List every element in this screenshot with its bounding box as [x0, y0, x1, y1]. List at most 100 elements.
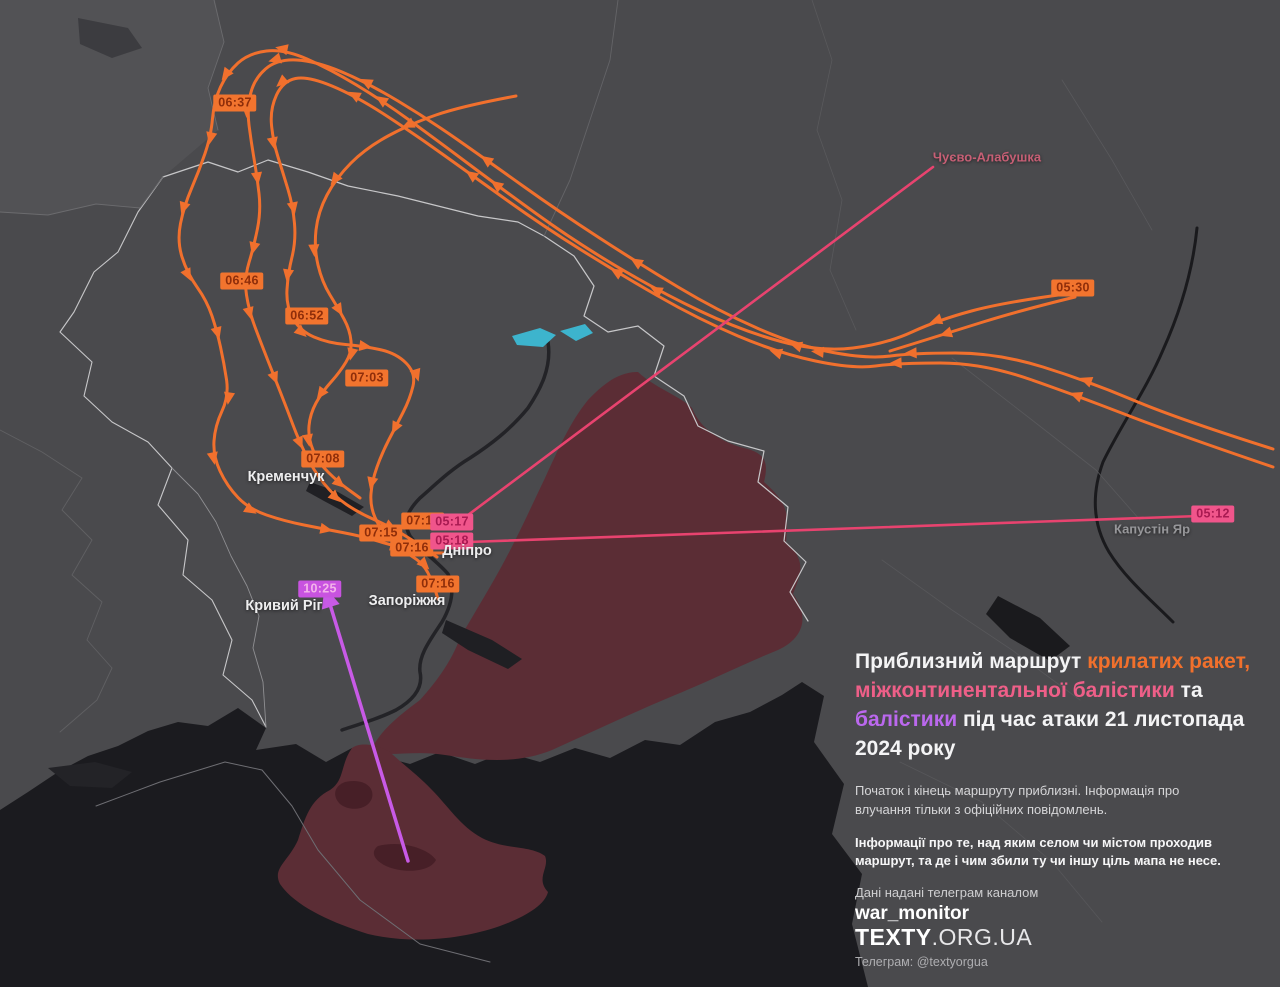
lake-cyan-2 [560, 324, 593, 341]
route-arrow-icon [630, 258, 645, 270]
info-panel: Приблизний маршрут крилатих ракет, міжко… [855, 648, 1255, 925]
city-label: Капустін Яр [1113, 521, 1191, 537]
route-arrow-icon [889, 357, 902, 369]
route-arrow-icon [210, 326, 222, 340]
time-badge-cruise: 06:37 [213, 94, 257, 112]
route-arrow-icon [769, 348, 784, 360]
time-badge-icbm: 05:18 [430, 532, 474, 550]
time-badge-cruise: 06:46 [220, 272, 264, 290]
route-arrow-icon [206, 451, 218, 465]
border-carpathia [0, 429, 113, 733]
route-arrow-icon [939, 326, 954, 338]
border-ukraine-north-east [162, 159, 809, 622]
border-left-1 [0, 176, 164, 216]
route-arrow-icon [293, 324, 307, 337]
credit-label: Дані надані телеграм каналом [855, 885, 1039, 901]
route-arrow-icon [360, 78, 374, 90]
route-arrow-icon [275, 44, 289, 56]
route-arrow-icon [490, 180, 505, 193]
region-belarus [0, 0, 224, 215]
route-arrow-icon [249, 241, 261, 255]
route-arrow-icon [465, 170, 480, 183]
lake-cyan-1 [512, 328, 556, 347]
route-arrow-icon [206, 131, 218, 145]
time-badge-cruise: 07:08 [301, 450, 345, 468]
time-badge-cruise: 06:52 [285, 307, 329, 325]
telegram-handle: Телеграм: @textyorgua [855, 955, 988, 969]
time-badge-ballistic: 10:25 [298, 580, 342, 598]
route-arrow-icon [268, 52, 283, 64]
title-segment: балістики [855, 707, 958, 731]
route-arrow-icon [929, 313, 944, 325]
cruise-route-path [177, 49, 1075, 555]
title-segment: міжконтинентальної балістики [855, 678, 1175, 702]
title-segment: Приблизний маршрут [855, 650, 1088, 673]
route-arrow-icon [331, 475, 345, 488]
danube-delta [48, 762, 132, 788]
crimea-dark-patch-2 [373, 843, 436, 871]
route-arrow-icon [650, 286, 664, 298]
border-russia-5 [899, 761, 1103, 923]
route-arrow-icon [416, 556, 430, 570]
cruise-route-path [269, 76, 1275, 601]
crimea-dark-patch [335, 780, 373, 809]
route-arrow-icon [347, 347, 359, 361]
brand-logo: TEXTY.ORG.UA [855, 924, 1032, 951]
note-approximate: Початок і кінець маршруту приблизні. Інф… [855, 782, 1180, 817]
border-ukraine-west [59, 176, 267, 728]
route-arrow-icon [292, 435, 303, 450]
title-segment: під час атаки 21 листопада 2024 року [855, 707, 1245, 760]
border-russia-2 [951, 357, 1141, 521]
credit-channel: war_monitor [855, 903, 970, 925]
don-river [1093, 226, 1199, 624]
route-arrow-icon [266, 136, 278, 150]
reservoir-east [986, 596, 1070, 661]
route-arrow-icon [267, 370, 278, 385]
route-arrow-icon [375, 96, 390, 108]
route-arrow-icon [316, 385, 329, 400]
time-badge-icbm: 05:12 [1191, 505, 1235, 523]
title-segment: крилатих ракет, [1087, 650, 1251, 673]
time-badge-cruise: 07:16 [416, 575, 460, 593]
route-arrow-icon [401, 117, 416, 128]
icbm-route-line [466, 514, 1201, 544]
city-label: Кривий Ріг [245, 598, 323, 614]
route-arrow-icon [301, 433, 313, 447]
route-arrow-icon [480, 155, 495, 168]
route-arrow-icon [243, 502, 257, 514]
route-arrow-icon [391, 420, 403, 434]
time-badge-cruise: 07:15 [359, 524, 403, 542]
route-arrow-icon [358, 339, 372, 351]
border-top-2 [543, 0, 619, 237]
route-arrow-icon [409, 367, 421, 382]
route-arrow-icon [250, 171, 263, 185]
route-arrow-icon [286, 201, 298, 215]
occupied-mainland [370, 372, 803, 760]
route-arrow-icon [330, 171, 343, 186]
brand-rest: .ORG.UA [931, 924, 1033, 950]
route-arrow-icon [179, 200, 191, 215]
route-arrow-icon [348, 91, 362, 103]
time-badge-cruise: 07:16 [390, 539, 434, 557]
ballistic-route-line [327, 599, 410, 863]
icbm-route-line [454, 165, 935, 526]
route-arrow-icon [276, 74, 290, 87]
lake-top-left [78, 18, 142, 58]
border-russia-1 [811, 0, 857, 331]
city-label: Кременчук [247, 469, 325, 485]
cruise-route-path [888, 295, 1077, 353]
route-arrow-icon [221, 66, 234, 81]
route-arrow-icon [319, 522, 333, 534]
route-arrow-icon [308, 244, 320, 257]
border-sea-waters [95, 761, 491, 963]
route-arrow-icon [1069, 392, 1084, 403]
route-arrow-icon [223, 391, 236, 405]
route-arrow-icon [904, 347, 917, 359]
border-moldova [171, 467, 267, 728]
time-badge-icbm: 05:17 [430, 513, 474, 531]
note-disclaimer: Інформації про те, над яким селом чи міс… [855, 834, 1221, 869]
footer: TEXTY.ORG.UA Телеграм: @textyorgua [855, 924, 1032, 969]
